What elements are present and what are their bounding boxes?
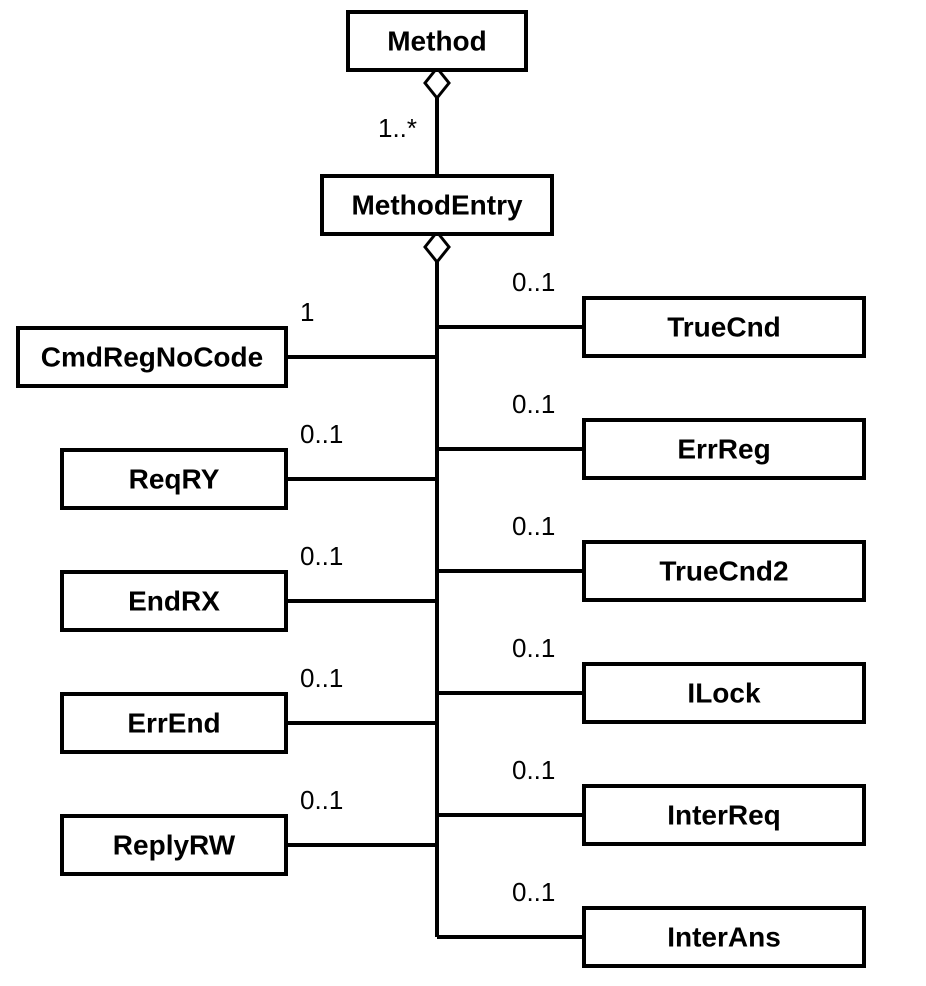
node-label-replyRW: ReplyRW [113, 829, 236, 860]
uml-diagram: 1..* 1 0..1 0..1 0..1 0..1 0..1 0..1 0..1 0..1 0..… [0, 0, 926, 986]
mult-iLock: 0..1 [512, 633, 555, 663]
node-label-interAns: InterAns [667, 921, 781, 952]
mult-trueCnd2: 0..1 [512, 511, 555, 541]
mult-endRX: 0..1 [300, 541, 343, 571]
node-label-iLock: ILock [687, 677, 761, 708]
node-label-reqRY: ReqRY [129, 463, 220, 494]
mult-reqRY: 0..1 [300, 419, 343, 449]
node-label-cmdRegNoCode: CmdRegNoCode [41, 341, 263, 372]
mult-interAns: 0..1 [512, 877, 555, 907]
node-label-methodEntry: MethodEntry [351, 189, 523, 220]
mult-interReq: 0..1 [512, 755, 555, 785]
mult-method-methodentry: 1..* [378, 113, 417, 143]
node-label-errReg: ErrReg [677, 433, 770, 464]
node-label-endRX: EndRX [128, 585, 220, 616]
mult-trueCnd: 0..1 [512, 267, 555, 297]
mult-errReg: 0..1 [512, 389, 555, 419]
aggregation-diamond [425, 232, 449, 262]
node-label-errEnd: ErrEnd [127, 707, 220, 738]
node-label-trueCnd2: TrueCnd2 [659, 555, 788, 586]
node-label-method: Method [387, 25, 487, 56]
node-label-interReq: InterReq [667, 799, 781, 830]
aggregation-diamond [425, 68, 449, 98]
mult-errEnd: 0..1 [300, 663, 343, 693]
mult-replyRW: 0..1 [300, 785, 343, 815]
mult-cmdRegNoCode: 1 [300, 297, 314, 327]
node-label-trueCnd: TrueCnd [667, 311, 781, 342]
